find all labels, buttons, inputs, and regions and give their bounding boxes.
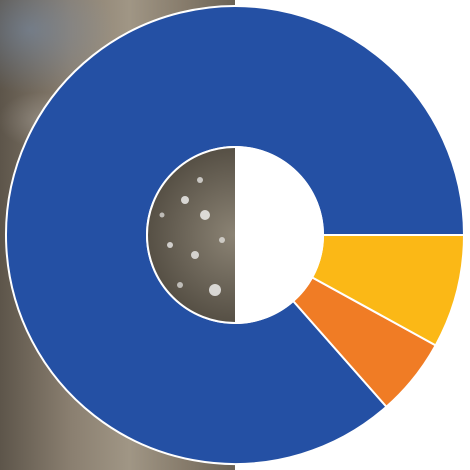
donut-slices (5, 5, 465, 465)
donut-hole-photo (147, 147, 235, 323)
donut-hole-outline (146, 146, 324, 324)
